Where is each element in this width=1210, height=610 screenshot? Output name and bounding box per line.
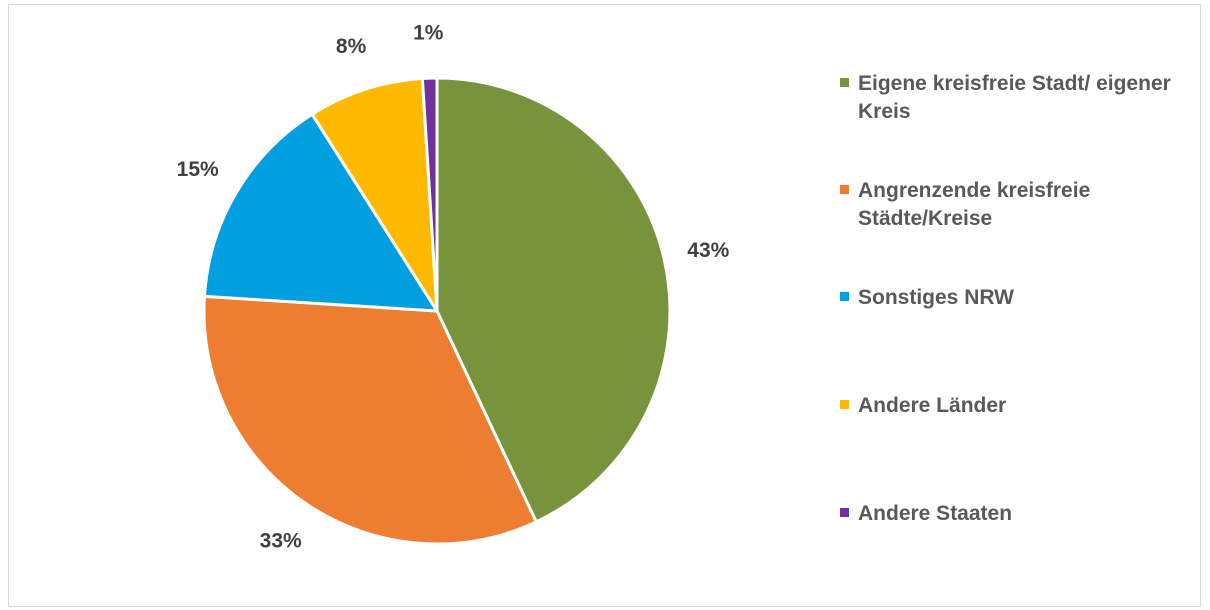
legend-marker [840,78,849,87]
pie-value-labels: 43% 33% 15% 8% 1% [177,22,730,553]
legend-label: Andere Länder [858,394,1007,417]
legend-label: Angrenzende kreisfreie Städte/Kreise [858,179,1091,230]
legend-label: Eigene kreisfreie Stadt/ eigener Kreis [858,72,1171,123]
pie-slice [202,294,538,546]
pie-slice [420,76,439,313]
legend-marker [840,292,849,301]
legend-marker [840,185,849,194]
pie-value-label: 15% [177,158,219,181]
legend-item-andere-laender: Andere Länder [840,392,1178,420]
legend-marker [840,508,849,517]
pie-slice [435,76,672,524]
legend-item-sonstiges-nrw: Sonstiges NRW [840,284,1178,312]
legend-item-eigene-kreisfreie-stadt: Eigene kreisfreie Stadt/ eigener Kreis [840,70,1178,126]
pie-slice [202,112,439,313]
legend-marker [840,400,849,409]
pie-value-label: 33% [260,529,302,552]
legend-item-andere-staaten: Andere Staaten [840,500,1178,528]
pie-value-label: 1% [413,22,444,45]
pie-slice [310,76,439,313]
pie-value-label: 8% [336,35,367,58]
pie-slices [202,76,672,546]
pie-value-label: 43% [687,239,729,262]
legend-label: Sonstiges NRW [858,286,1014,309]
legend-item-angrenzende-kreisfreie-staedte: Angrenzende kreisfreie Städte/Kreise [840,177,1178,233]
legend-label: Andere Staaten [858,502,1013,525]
